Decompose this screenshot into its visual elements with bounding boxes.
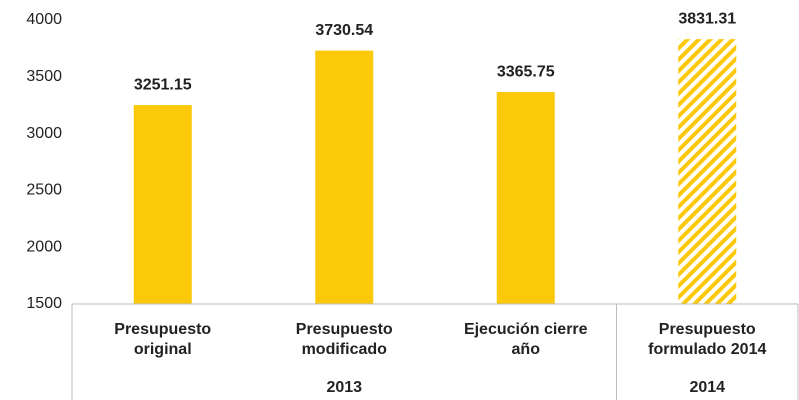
- x-tick-label: año: [512, 341, 541, 358]
- x-tick-label: Ejecución cierre: [464, 321, 588, 338]
- value-label: 3365.75: [497, 63, 555, 80]
- y-tick-label: 4000: [26, 11, 62, 28]
- x-tick-label: formulado 2014: [648, 341, 766, 358]
- x-tick-label: Presupuesto: [114, 321, 211, 338]
- value-label: 3831.31: [678, 10, 736, 27]
- x-tick-label: modificado: [302, 341, 388, 358]
- bar: [678, 39, 737, 305]
- bar: [133, 105, 192, 304]
- bar: [496, 92, 555, 304]
- y-tick-label: 2000: [26, 238, 62, 255]
- value-label: 3730.54: [315, 22, 373, 39]
- bar: [315, 50, 374, 304]
- group-label: 2013: [326, 379, 362, 396]
- y-tick-label: 2500: [26, 182, 62, 199]
- group-label: 2014: [689, 379, 725, 396]
- x-tick-label: Presupuesto: [659, 321, 756, 338]
- x-tick-label: original: [134, 341, 192, 358]
- x-tick-label: Presupuesto: [296, 321, 393, 338]
- y-tick-label: 3500: [26, 68, 62, 85]
- y-tick-label: 3000: [26, 125, 62, 142]
- y-tick-label: 1500: [26, 295, 62, 312]
- value-label: 3251.15: [134, 76, 192, 93]
